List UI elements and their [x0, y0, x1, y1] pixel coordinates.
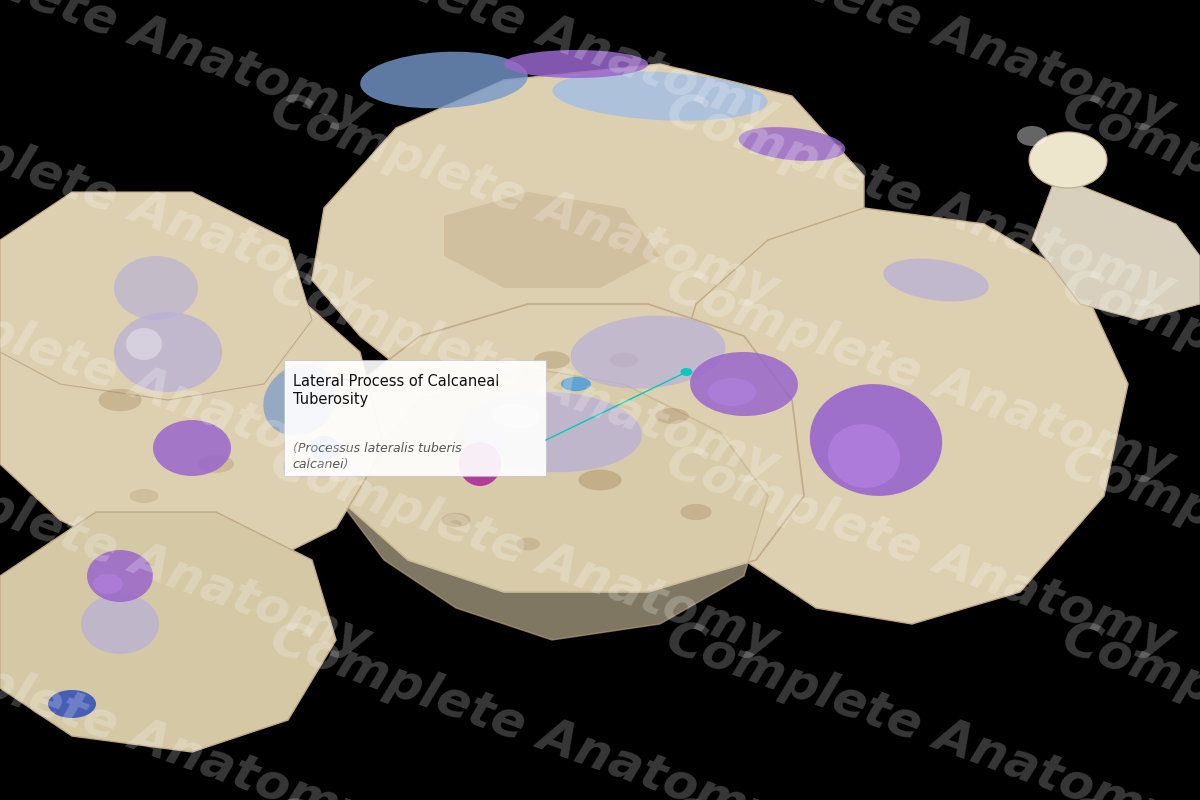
- Ellipse shape: [263, 364, 337, 436]
- Ellipse shape: [198, 455, 234, 473]
- Polygon shape: [336, 304, 804, 592]
- Ellipse shape: [828, 424, 900, 488]
- Ellipse shape: [98, 389, 142, 411]
- Ellipse shape: [462, 392, 642, 472]
- Ellipse shape: [883, 258, 989, 302]
- Ellipse shape: [458, 442, 502, 486]
- Text: Complete Anatomy: Complete Anatomy: [660, 262, 1181, 490]
- Circle shape: [680, 368, 692, 376]
- Ellipse shape: [571, 315, 725, 389]
- Text: Complete Anatomy: Complete Anatomy: [660, 614, 1181, 800]
- Ellipse shape: [492, 404, 540, 428]
- Text: Complete Anatomy: Complete Anatomy: [1056, 0, 1200, 138]
- Ellipse shape: [739, 127, 845, 161]
- Ellipse shape: [1018, 126, 1046, 146]
- Text: Complete Anatomy: Complete Anatomy: [1056, 790, 1200, 800]
- Ellipse shape: [48, 690, 96, 718]
- Text: Complete Anatomy: Complete Anatomy: [264, 0, 785, 138]
- Ellipse shape: [114, 312, 222, 392]
- Ellipse shape: [552, 71, 768, 121]
- Ellipse shape: [810, 384, 942, 496]
- Polygon shape: [0, 192, 312, 400]
- Ellipse shape: [534, 351, 570, 369]
- Polygon shape: [0, 512, 336, 752]
- Text: Complete Anatomy: Complete Anatomy: [0, 0, 377, 138]
- Text: Complete Anatomy: Complete Anatomy: [660, 438, 1181, 666]
- Ellipse shape: [310, 436, 340, 460]
- Ellipse shape: [690, 352, 798, 416]
- Ellipse shape: [454, 427, 506, 453]
- FancyBboxPatch shape: [284, 360, 546, 476]
- Ellipse shape: [94, 574, 124, 594]
- Ellipse shape: [708, 378, 756, 406]
- Text: Complete Anatomy: Complete Anatomy: [264, 614, 785, 800]
- Text: Complete Anatomy: Complete Anatomy: [660, 86, 1181, 314]
- Polygon shape: [0, 256, 384, 576]
- Ellipse shape: [1030, 132, 1108, 188]
- Text: Lateral Process of Calcaneal
Tuberosity: Lateral Process of Calcaneal Tuberosity: [293, 374, 499, 407]
- Text: Complete Anatomy: Complete Anatomy: [660, 0, 1181, 138]
- Text: (Processus lateralis tuberis
calcanei): (Processus lateralis tuberis calcanei): [293, 442, 462, 471]
- Polygon shape: [312, 64, 864, 400]
- Ellipse shape: [655, 408, 689, 424]
- Ellipse shape: [126, 328, 162, 360]
- Ellipse shape: [562, 377, 592, 391]
- Text: Complete Anatomy: Complete Anatomy: [1056, 438, 1200, 666]
- Text: Complete Anatomy: Complete Anatomy: [1056, 614, 1200, 800]
- Ellipse shape: [610, 353, 638, 367]
- Ellipse shape: [114, 256, 198, 320]
- Polygon shape: [444, 192, 660, 288]
- Ellipse shape: [504, 50, 648, 78]
- Ellipse shape: [442, 513, 470, 527]
- Ellipse shape: [82, 594, 158, 654]
- Text: Complete Anatomy: Complete Anatomy: [1056, 86, 1200, 314]
- Text: Complete Anatomy: Complete Anatomy: [0, 614, 377, 800]
- Text: Complete Anatomy: Complete Anatomy: [0, 790, 377, 800]
- Ellipse shape: [130, 489, 158, 503]
- Text: Complete Anatomy: Complete Anatomy: [264, 262, 785, 490]
- Polygon shape: [672, 208, 1128, 624]
- Ellipse shape: [578, 470, 622, 490]
- Ellipse shape: [680, 504, 712, 520]
- Ellipse shape: [516, 538, 540, 550]
- Ellipse shape: [154, 420, 230, 476]
- Text: Complete Anatomy: Complete Anatomy: [264, 438, 785, 666]
- Text: Complete Anatomy: Complete Anatomy: [264, 86, 785, 314]
- Text: Complete Anatomy: Complete Anatomy: [0, 262, 377, 490]
- Text: Complete Anatomy: Complete Anatomy: [0, 86, 377, 314]
- Text: Complete Anatomy: Complete Anatomy: [660, 790, 1181, 800]
- Ellipse shape: [360, 52, 528, 108]
- Polygon shape: [1032, 176, 1200, 320]
- Text: Complete Anatomy: Complete Anatomy: [264, 790, 785, 800]
- Text: Complete Anatomy: Complete Anatomy: [0, 438, 377, 666]
- Polygon shape: [336, 368, 768, 640]
- Text: Complete Anatomy: Complete Anatomy: [1056, 262, 1200, 490]
- Ellipse shape: [88, 550, 154, 602]
